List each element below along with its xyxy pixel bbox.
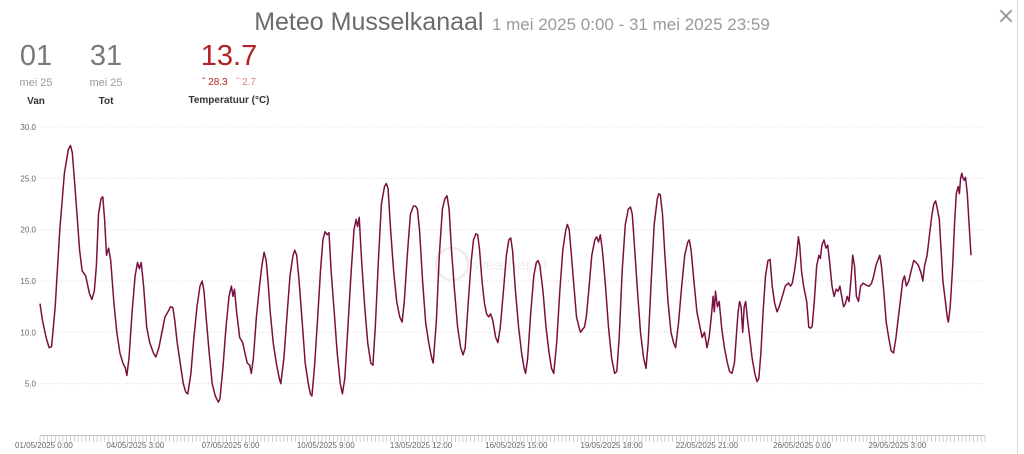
window-border [1017, 0, 1018, 454]
series-layer [39, 144, 972, 403]
x-tick-label: 16/05/2025 15:00 [485, 441, 548, 450]
stat-to: 31 mei 25 Tot [84, 40, 128, 107]
y-tick-label: 20.0 [20, 226, 36, 235]
from-label: Van [27, 96, 45, 107]
y-tick-label: 25.0 [20, 174, 36, 183]
x-tick-label: 07/05/2025 6:00 [202, 441, 260, 450]
station-title: Meteo Musselkanaal [254, 8, 484, 36]
page-title: Meteo Musselkanaal 1 mei 2025 0:00 - 31 … [0, 8, 1024, 37]
x-tick-label: 22/05/2025 21:00 [676, 441, 739, 450]
temperature-max: 28.3 [208, 77, 228, 88]
axis-layer: 5.0 10.0 15.0 20.0 25.0 30.0 01/05/2025 0:00 04… [15, 123, 986, 450]
x-tick-label: 26/05/2025 0:00 [773, 441, 831, 450]
x-tick-label: 13/05/2025 12:00 [390, 441, 453, 450]
temperature-average: 13.7 [200, 40, 258, 72]
temperature-chart[interactable]: weather.nl 5.0 10.0 15.0 20.0 25.0 30.0 01/05/… [0, 120, 1024, 454]
temperature-minmax: ˆ 28.3 ˇ 2.7 [182, 77, 276, 88]
date-range: 1 mei 2025 0:00 - 31 mei 2025 23:59 [491, 15, 770, 34]
watermark-text: weather.nl [473, 257, 547, 274]
arrow-up-icon: ˆ [202, 77, 206, 88]
from-month: mei 25 [19, 77, 53, 89]
temperature-series-line[interactable] [39, 144, 972, 403]
y-tick-label: 30.0 [20, 123, 36, 132]
to-day: 31 [89, 40, 123, 72]
temperature-label: Temperatuur (°C) [188, 95, 270, 106]
x-tick-label: 19/05/2025 18:00 [580, 441, 643, 450]
stat-from: 01 mei 25 Van [14, 40, 58, 107]
x-tick-label: 10/05/2025 9:00 [297, 441, 355, 450]
x-minor-ticks [39, 436, 986, 442]
temperature-points [39, 145, 972, 403]
y-tick-label: 15.0 [20, 277, 36, 286]
arrow-down-icon: ˇ [235, 77, 240, 88]
to-label: Tot [98, 96, 114, 107]
from-day: 01 [19, 40, 53, 72]
stat-temperature: 13.7 ˆ 28.3 ˇ 2.7 Temperatuur (°C) [182, 40, 276, 106]
x-tick-label: 04/05/2025 3:00 [106, 441, 164, 450]
x-tick-label: 01/05/2025 0:00 [15, 441, 73, 450]
x-tick-label: 29/05/2025 3:00 [868, 441, 926, 450]
y-tick-label: 5.0 [25, 380, 37, 389]
temperature-min: 2.7 [242, 77, 256, 88]
to-month: mei 25 [89, 77, 123, 89]
y-tick-label: 10.0 [20, 328, 36, 337]
